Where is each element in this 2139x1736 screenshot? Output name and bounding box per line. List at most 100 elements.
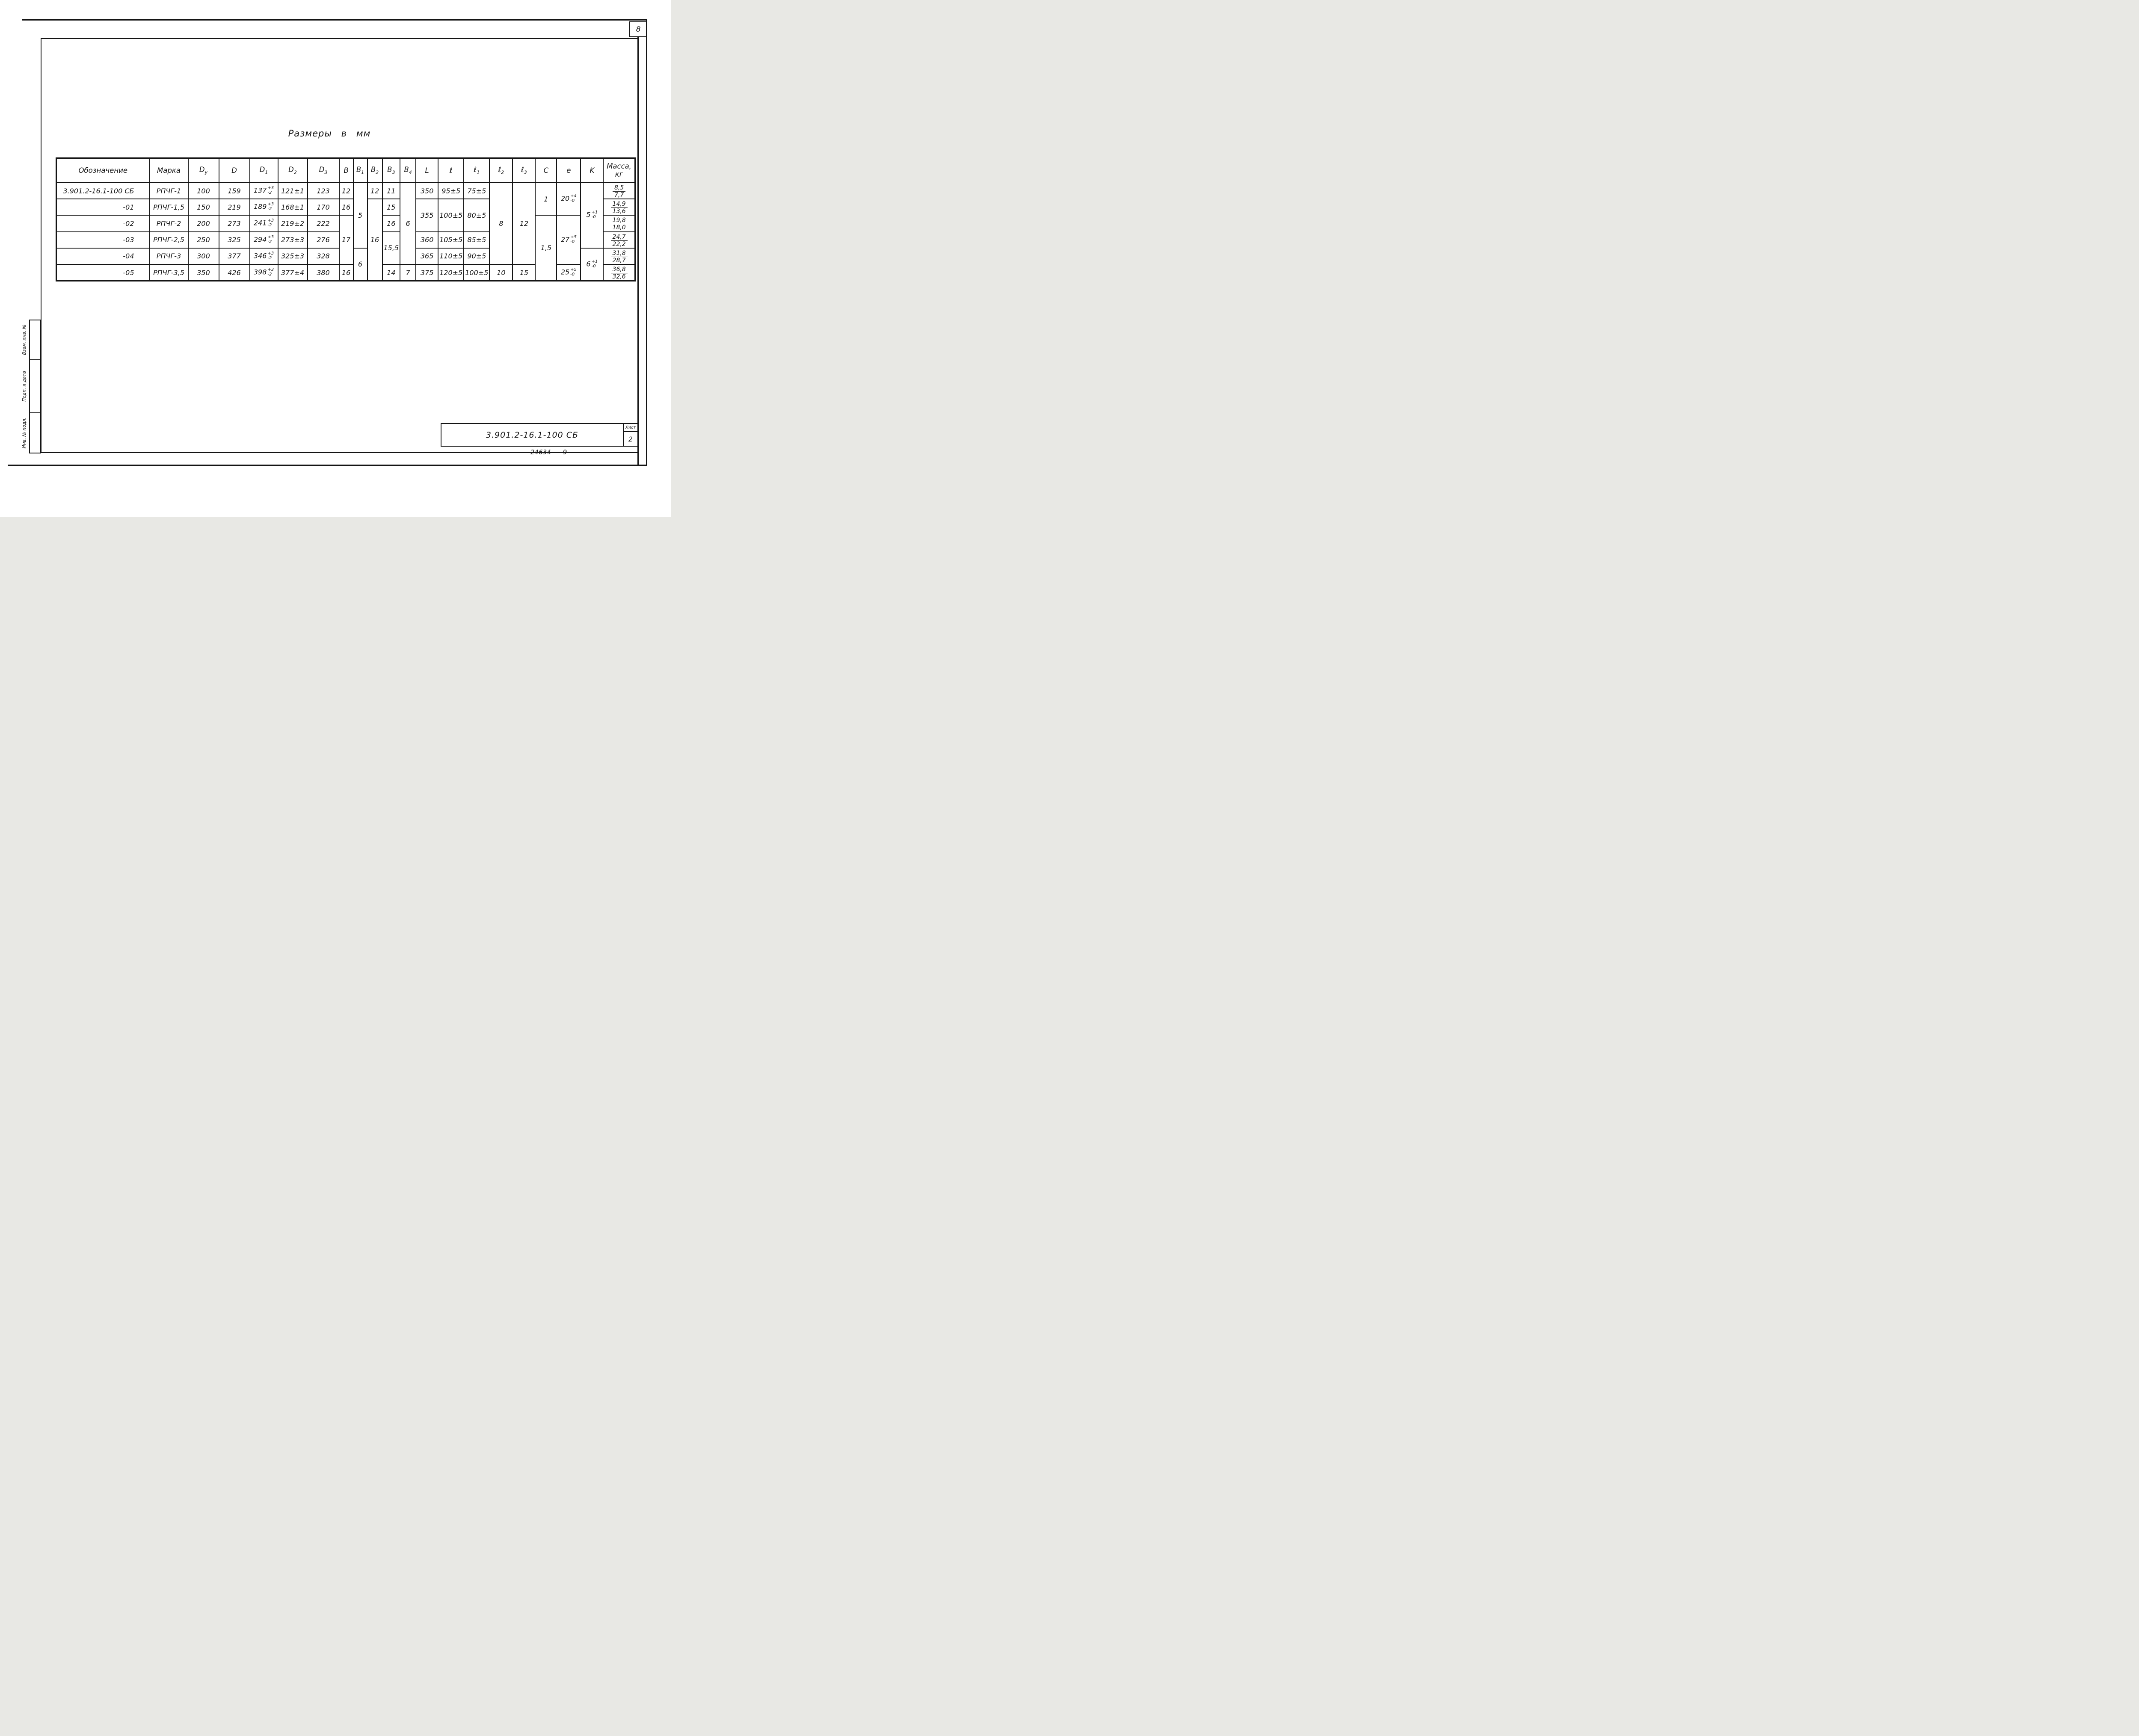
table-cell: 377±4	[277, 264, 308, 281]
table-cell: 15	[512, 264, 536, 281]
sheet-label: Лист	[624, 424, 637, 432]
table-header-cell: Масса, кг	[603, 157, 636, 183]
table-cell: 219	[218, 198, 250, 216]
table-cell: 1,5	[535, 215, 557, 281]
table-cell: РПЧГ-3	[149, 247, 189, 265]
table-cell: 10	[489, 264, 513, 281]
table-row: -05 РПЧГ-3,5 350 426 398 +3 -2 377±4 380 16 14 7 375…	[56, 264, 636, 281]
table-cell: 200	[187, 215, 219, 232]
table-cell: 90±5	[463, 247, 490, 265]
table-cell: 350	[415, 182, 439, 200]
table-cell: 170	[307, 198, 340, 216]
table-cell: 31,8 28,7	[603, 247, 636, 265]
table-header-cell: Обозначение	[56, 157, 150, 183]
table-cell: -01	[56, 198, 150, 216]
table-header-cell: B	[338, 157, 354, 183]
table-row: -01 РПЧГ-1,5 150 219 189 +3 -2 168±1 170 16 16 15 35…	[56, 198, 636, 281]
table-cell: 120±5	[438, 264, 465, 281]
table-cell: 360	[415, 231, 439, 249]
stamp-note: 24634 9	[530, 448, 579, 456]
table-cell: 123	[307, 182, 340, 200]
table-header-cell: B4	[400, 157, 417, 183]
table-header-cell: D2	[277, 157, 308, 183]
table-header-cell: D3	[307, 157, 340, 183]
table-cell: 222	[307, 215, 340, 232]
table-cell: 8,5 7,7	[603, 182, 636, 200]
table-cell: 14,9 13,6	[603, 198, 636, 216]
margin-stamp-box	[29, 320, 41, 360]
table-header-cell: B1	[353, 157, 368, 183]
page-number: 8	[636, 25, 641, 34]
table-cell: 24,7 22,2	[603, 231, 636, 249]
table-cell: -03	[56, 231, 150, 249]
table-header-cell: Марка	[149, 157, 189, 183]
table-cell: 11	[382, 182, 401, 200]
table-cell: 12	[512, 182, 536, 265]
sheet-border-right-outer	[646, 19, 647, 465]
table-cell: РПЧГ-2	[149, 215, 189, 232]
table-header-cell: ℓ3	[512, 157, 536, 183]
table-header-cell: K	[580, 157, 604, 183]
table-cell: 168±1	[277, 198, 308, 216]
table-cell: 273±3	[277, 231, 308, 249]
page-title: Размеры в мм	[288, 128, 371, 139]
table-cell: -05	[56, 264, 150, 281]
table-cell: РПЧГ-1,5	[149, 198, 189, 216]
doc-number: 3.901.2-16.1-100 СБ	[486, 430, 579, 440]
table-row: -04 РПЧГ-3 300 377 346 +3 -2 325±3 328 6 365 110±5 9…	[56, 247, 636, 281]
table-cell: 350	[187, 264, 219, 281]
table-header-cell: L	[415, 157, 439, 183]
stamp-note-suffix: 9	[563, 448, 567, 456]
drawing-sheet: 8 Взам. инв. № Подп. и дата Инв. № подл.…	[0, 0, 671, 517]
table-cell: 80±5	[463, 198, 490, 232]
table-cell: 6	[400, 182, 417, 265]
table-cell: 19,8 18,0	[603, 215, 636, 232]
table-cell: 121±1	[277, 182, 308, 200]
table-header-cell: C	[535, 157, 557, 183]
table-cell: 375	[415, 264, 439, 281]
table-cell: 150	[187, 198, 219, 216]
table-cell: 380	[307, 264, 340, 281]
margin-label: Подп. и дата	[22, 371, 27, 402]
table-cell: 25 +5 -0	[556, 264, 581, 281]
table-cell: РПЧГ-1	[149, 182, 189, 200]
table-cell: 16	[367, 198, 383, 281]
table-header-cell: B3	[382, 157, 401, 183]
table-cell: 3.901.2-16.1-100 СБ	[56, 182, 150, 200]
table-row: 3.901.2-16.1-100 СБ РПЧГ-1 100 159 137 +3 -2 12…	[56, 182, 636, 265]
table-cell: 219±2	[277, 215, 308, 232]
sheet-cell: Лист 2	[623, 424, 637, 446]
table-cell: 5 +1 -0	[580, 182, 604, 249]
table-body: 3.901.2-16.1-100 СБ РПЧГ-1 100 159 137 +3 -2 12…	[56, 182, 636, 281]
table-cell: 14	[382, 264, 401, 281]
table-cell: 36,8 32,6	[603, 264, 636, 281]
table-cell: 75±5	[463, 182, 490, 200]
table-header-cell: B2	[367, 157, 383, 183]
table-cell: 7	[400, 264, 417, 281]
table-header-cell: ℓ1	[463, 157, 490, 183]
table-cell: 16	[338, 198, 354, 216]
table-cell: 12	[367, 182, 383, 200]
table-cell: 137 +3 -2	[249, 182, 278, 200]
table-cell: 159	[218, 182, 250, 200]
table-cell: 325	[218, 231, 250, 249]
sheet-number: 2	[628, 435, 633, 443]
table-cell: 100±5	[463, 264, 490, 281]
table-cell: 6 +1 -0	[580, 247, 604, 281]
drawing-frame	[41, 38, 638, 453]
table-row: -03 РПЧГ-2,5 250 325 294 +3 -2 273±3 276 15,5 360 1…	[56, 231, 636, 265]
table-cell: 241 +3 -2	[249, 215, 278, 232]
table-header-cell: D	[218, 157, 250, 183]
table-cell: 27 +5 -0	[556, 215, 581, 265]
table-cell: 426	[218, 264, 250, 281]
table-cell: 276	[307, 231, 340, 249]
table-cell: 105±5	[438, 231, 465, 249]
table-cell: 12	[338, 182, 354, 200]
table-cell: 294 +3 -2	[249, 231, 278, 249]
table-cell: 100±5	[438, 198, 465, 232]
margin-stamp-box	[29, 359, 41, 413]
table-cell: РПЧГ-2,5	[149, 231, 189, 249]
table-cell: 325±3	[277, 247, 308, 265]
table-cell: 398 +3 -2	[249, 264, 278, 281]
